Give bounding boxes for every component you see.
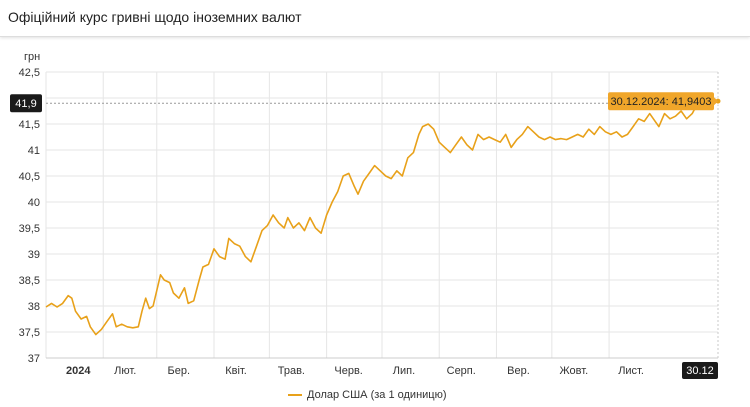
x-tick-label: Лип. (393, 365, 415, 377)
legend[interactable]: Долар США (за 1 одиницю) (288, 389, 447, 401)
x-tick-label: Черв. (334, 365, 362, 377)
end-date-label: 30.12 (686, 365, 714, 377)
y-tick-label: 38,5 (19, 275, 40, 287)
y-tick-label: 42,5 (19, 67, 40, 79)
y-tick-label: 37,5 (19, 327, 40, 339)
x-tick-label: Вер. (507, 365, 530, 377)
axis-layer: грн3737,53838,53939,54040,54141,54242,52… (19, 51, 644, 377)
tooltip-bg (608, 92, 714, 111)
y-tick-label: 39,5 (19, 223, 40, 235)
series-layer[interactable] (45, 97, 719, 336)
series-line-usd[interactable] (45, 97, 719, 336)
x-tick-label: Лют. (114, 365, 136, 377)
x-tick-label: Жовт. (560, 365, 589, 377)
tooltip-label: 30.12.2024: 41,9403 (611, 96, 712, 108)
title-bar: Офіційний курс гривні щодо іноземних вал… (0, 0, 750, 37)
page-title: Офіційний курс гривні щодо іноземних вал… (8, 9, 302, 25)
y-tick-label: 40,5 (19, 171, 40, 183)
x-tick-label: Трав. (278, 365, 305, 377)
legend-label: Долар США (за 1 одиницю) (307, 389, 447, 401)
x-tick-label: Бер. (168, 365, 191, 377)
x-tick-label: Серп. (447, 365, 476, 377)
tooltip-pointer (714, 97, 718, 106)
y-unit-label: грн (24, 51, 40, 63)
crosshair-value-label: 41,9 (15, 98, 36, 110)
end-date-bg (682, 362, 718, 379)
y-tick-label: 41 (28, 145, 40, 157)
legend-swatch (288, 394, 302, 396)
grid-layer (45, 71, 719, 359)
x-tick-label: Квіт. (225, 365, 247, 377)
overlay-layer: 41,9 30.12.2024: 41,9403 30.12 (10, 92, 722, 379)
x-tick-label: 2024 (66, 365, 91, 377)
y-tick-label: 37 (28, 353, 40, 365)
y-tick-label: 41,5 (19, 119, 40, 131)
y-tick-label: 39 (28, 249, 40, 261)
x-tick-label: Лист. (618, 365, 644, 377)
y-tick-label: 40 (28, 197, 40, 209)
crosshair-value-bg (10, 94, 42, 113)
y-tick-label: 38 (28, 301, 40, 313)
